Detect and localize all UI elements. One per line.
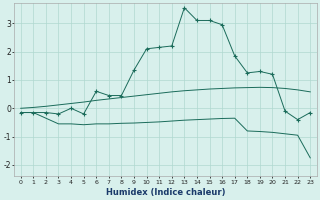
X-axis label: Humidex (Indice chaleur): Humidex (Indice chaleur) <box>106 188 225 197</box>
